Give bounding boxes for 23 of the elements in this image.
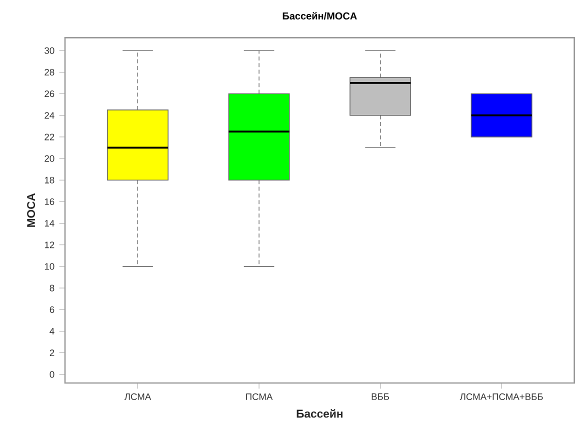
y-tick-label: 20 [44,155,54,162]
x-tick-label: ВББ [372,393,390,400]
y-tick-label: 10 [44,263,54,270]
y-axis-title: MOCA [27,193,36,227]
x-tick-label: ЛСМА [124,393,152,400]
y-tick-label: 16 [44,198,54,205]
y-tick-label: 8 [50,284,54,292]
y-tick-label: 0 [50,371,54,378]
x-tick-label: ПСМА [246,393,273,400]
y-tick-label: 2 [50,350,54,356]
x-tick-label: ЛСМА+ПСМА+ВББ [460,393,543,400]
x-axis-title: Бассейн [296,409,342,418]
y-tick-label: 12 [44,242,54,248]
y-tick-label: 22 [44,134,54,140]
y-tick-label: 14 [44,220,54,226]
y-tick-label: 28 [44,68,54,76]
y-tick-label: 30 [44,47,54,54]
chart-title: Бассейн/MOCA [282,12,357,20]
y-tick-label: 6 [50,306,54,313]
y-tick-label: 26 [44,90,54,98]
y-tick-label: 24 [44,112,54,119]
y-tick-label: 4 [50,328,54,334]
y-tick-label: 18 [44,176,54,184]
